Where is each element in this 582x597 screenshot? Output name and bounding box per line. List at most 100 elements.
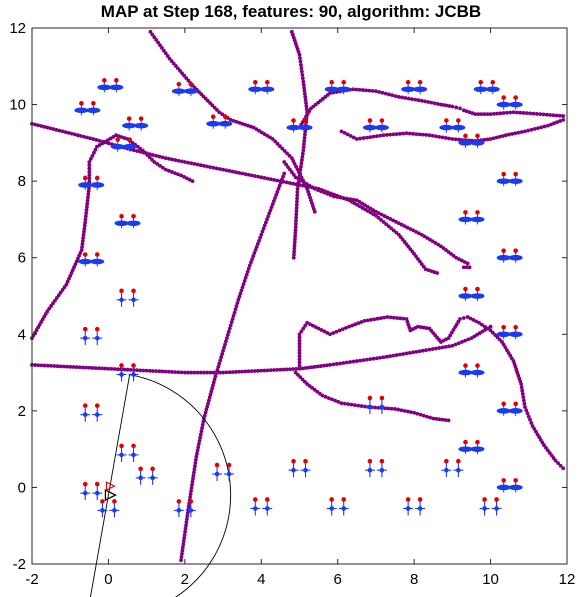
trajectory-point (167, 369, 171, 374)
trajectory-point (371, 356, 376, 361)
trajectory-point (294, 202, 299, 207)
landmark-true-point (79, 101, 84, 106)
trajectory-point (464, 109, 469, 114)
trajectory-point (208, 370, 213, 375)
trajectory-point (242, 279, 247, 283)
trajectory-point (413, 97, 418, 102)
trajectory-point (561, 114, 566, 118)
trajectory-point (309, 198, 313, 203)
trajectory-point (97, 143, 102, 147)
trajectory-point (57, 128, 62, 133)
trajectory-point (472, 334, 477, 339)
trajectory-point (297, 360, 302, 365)
trajectory-point (186, 160, 190, 165)
trajectory-point (480, 329, 485, 334)
trajectory-point (182, 533, 187, 537)
landmark-true-point (188, 499, 194, 504)
trajectory-point (378, 133, 383, 138)
trajectory-point (388, 217, 393, 221)
landmark-true-point (475, 133, 480, 139)
trajectory-point (284, 367, 289, 372)
trajectory-point (85, 198, 90, 203)
trajectory-point (55, 364, 60, 369)
trajectory-point (453, 137, 458, 142)
trajectory-point (62, 285, 67, 290)
trajectory-point (434, 416, 439, 421)
trajectory-point (402, 224, 407, 229)
trajectory-point (158, 43, 162, 48)
trajectory-point (354, 359, 359, 363)
trajectory-point (522, 401, 527, 406)
trajectory-point (424, 133, 429, 137)
trajectory-point (223, 342, 227, 347)
landmark-true-point (367, 458, 373, 464)
landmark-true-point (463, 133, 468, 139)
trajectory-point (196, 445, 201, 450)
trajectory-point (295, 193, 300, 198)
trajectory-point (182, 536, 187, 541)
trajectory-point (267, 211, 272, 216)
trajectory-point (272, 177, 276, 182)
trajectory-point (344, 326, 348, 330)
trajectory-point (544, 112, 549, 117)
trajectory-point (381, 220, 386, 224)
trajectory-point (488, 112, 493, 117)
trajectory-point (301, 180, 306, 185)
trajectory-point (87, 166, 92, 171)
trajectory-point (513, 131, 518, 136)
trajectory-point (234, 119, 239, 124)
trajectory-point (526, 128, 531, 133)
trajectory-point (232, 310, 237, 315)
trajectory-point (297, 357, 302, 362)
trajectory-point (253, 369, 257, 373)
trajectory-point (51, 301, 55, 306)
trajectory-point (298, 167, 303, 172)
landmark-estimate (291, 467, 296, 473)
trajectory-point (90, 366, 95, 370)
trajectory-point (454, 322, 459, 327)
landmark-estimate (379, 404, 385, 410)
trajectory-point (340, 327, 345, 332)
trajectory-point (447, 136, 451, 141)
trajectory-point (556, 461, 560, 466)
x-axis-tick-label: 8 (410, 571, 418, 588)
trajectory-point (56, 293, 61, 298)
trajectory-point (497, 337, 502, 342)
trajectory-point (163, 156, 168, 161)
trajectory-point (82, 223, 87, 228)
trajectory-point (88, 136, 92, 141)
landmark-true-point (102, 78, 107, 83)
trajectory-point (507, 132, 511, 137)
landmark-true-point (82, 403, 88, 408)
trajectory-point (404, 351, 409, 356)
trajectory-point (292, 249, 297, 254)
landmark-true-point (82, 481, 88, 487)
trajectory-point (407, 350, 412, 355)
trajectory-point (427, 133, 432, 138)
trajectory-point (322, 189, 327, 193)
trajectory-point (303, 132, 307, 137)
trajectory-point (396, 407, 401, 412)
trajectory-point (135, 368, 139, 373)
landmark-true-point (329, 79, 335, 85)
trajectory-point (296, 177, 301, 181)
trajectory-point (293, 221, 298, 226)
trajectory-point (458, 317, 462, 321)
trajectory-point (436, 242, 441, 247)
landmark-true-point (501, 248, 506, 254)
trajectory-point (275, 141, 280, 146)
trajectory-point (103, 139, 108, 144)
landmark-true-point (475, 439, 480, 445)
trajectory-point (517, 376, 522, 381)
trajectory-point (240, 369, 245, 374)
landmark-estimate (131, 452, 136, 458)
trajectory-point (179, 558, 183, 563)
trajectory-point (294, 367, 299, 371)
trajectory-point (93, 366, 98, 371)
trajectory-point (516, 373, 521, 378)
trajectory-point (348, 360, 353, 364)
trajectory-point (208, 392, 213, 397)
trajectory-point (154, 369, 159, 374)
trajectory-point (336, 400, 341, 404)
trajectory-point (117, 134, 121, 139)
